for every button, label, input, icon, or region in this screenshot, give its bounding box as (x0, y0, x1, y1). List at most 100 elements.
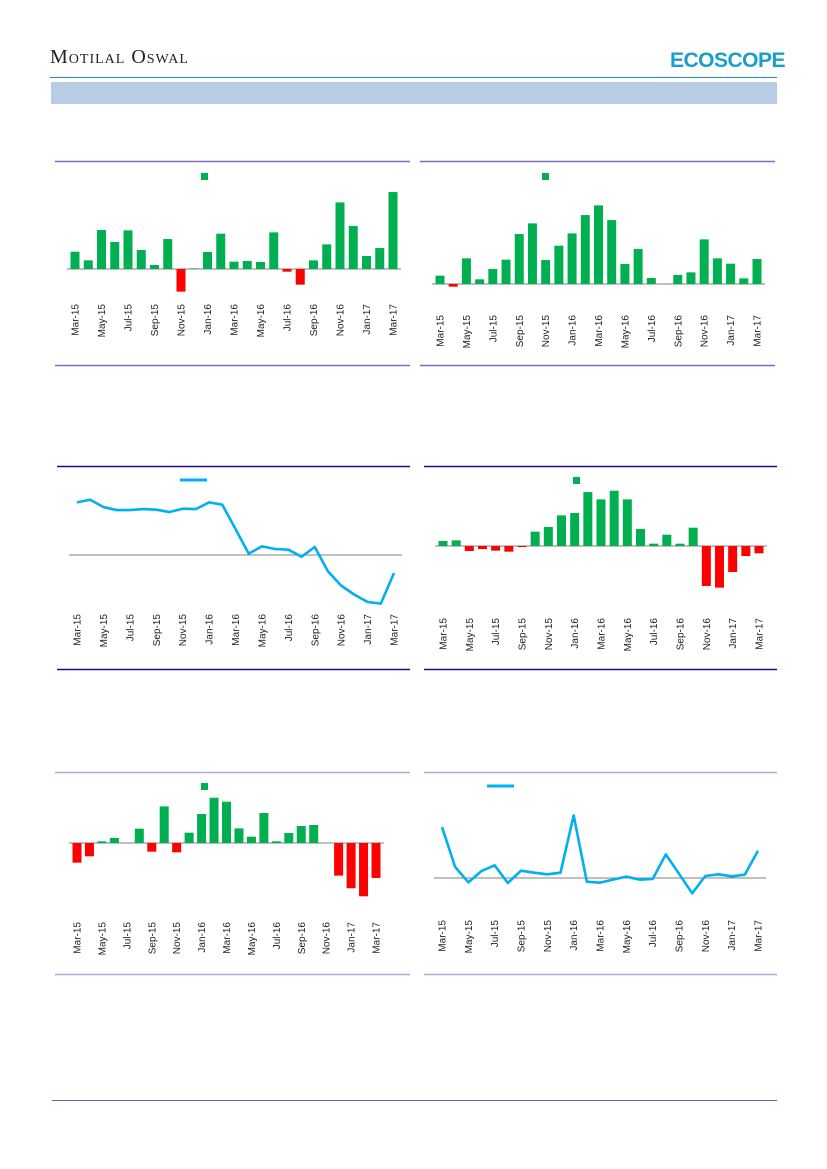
bar-Mar-16 (594, 205, 603, 284)
bar-Sep-15 (150, 265, 159, 269)
bar-Oct-15 (530, 531, 540, 546)
x-tick-label: Jul-16 (272, 922, 283, 950)
x-tick-label: Sep-16 (675, 920, 686, 953)
chart-panel-6: Mar-15 May-15 Jul-15 Sep-15 Nov-15 Jan-16 Mar-… (424, 771, 777, 976)
x-tick-label: Mar-17 (753, 315, 764, 347)
x-tick-label: Sep-15 (150, 304, 161, 337)
bar-Nov-16 (699, 239, 709, 284)
bar-Feb-17 (375, 248, 385, 269)
x-tick-label: Nov-16 (700, 315, 711, 348)
bar-Apr-15 (84, 843, 94, 857)
bar-Mar-17 (371, 843, 381, 878)
bar-Mar-15 (435, 275, 445, 284)
bar-Aug-16 (295, 269, 305, 285)
x-tick-label: Mar-16 (596, 920, 607, 952)
bar-Mar-16 (229, 261, 239, 269)
bar-Aug-16 (284, 833, 294, 843)
bar-Dec-16 (715, 546, 724, 588)
bar-Sep-16 (309, 260, 318, 269)
x-tick-label: Jul-16 (648, 920, 659, 948)
x-tick-label: May-15 (465, 618, 476, 652)
x-tick-label: Nov-15 (543, 920, 554, 953)
x-tick-label: May-16 (247, 922, 258, 956)
bar-Sep-15 (517, 546, 527, 547)
x-tick-label: Nov-16 (337, 614, 348, 647)
x-tick-label: May-15 (464, 920, 475, 954)
bar-Jul-16 (649, 543, 659, 546)
x-tick-label: Jul-16 (284, 614, 295, 642)
bar-Sep-16 (673, 275, 683, 284)
x-tick-label: Sep-16 (673, 315, 684, 348)
x-tick-label: Sep-15 (515, 315, 526, 348)
bar-Mar-15 (438, 541, 448, 546)
x-tick-label: Jan-17 (726, 315, 737, 346)
bar-Dec-15 (557, 515, 566, 546)
x-tick-label: May-16 (620, 315, 631, 349)
chart-panel-3: Mar-15 May-15 Jul-15 Sep-15 Nov-15 Jan-16 Mar-… (57, 465, 410, 671)
x-tick-label: Mar-15 (71, 304, 82, 336)
bar-Nov-15 (176, 269, 186, 292)
x-tick-label: May-16 (256, 304, 267, 338)
bar-Jun-16 (633, 249, 643, 284)
x-tick-label: May-16 (622, 920, 633, 954)
bar-Jan-16 (570, 513, 580, 546)
bar-Jun-15 (478, 546, 487, 549)
x-tick-label: Nov-16 (702, 618, 713, 651)
bar-Jul-16 (646, 278, 656, 284)
bar-Feb-17 (739, 278, 749, 284)
x-tick-label: Nov-16 (701, 920, 712, 953)
x-tick-label: Jul-15 (490, 920, 501, 948)
bar-Mar-17 (752, 259, 762, 284)
legend-marker (573, 477, 580, 484)
bar-Aug-16 (662, 534, 672, 546)
series-line (76, 498, 396, 605)
x-tick-label: May-16 (257, 614, 268, 648)
x-tick-label: Jan-16 (203, 304, 214, 335)
x-tick-label: May-15 (97, 304, 108, 338)
x-tick-label: Nov-15 (177, 304, 188, 337)
bar-Sep-16 (296, 826, 306, 843)
x-tick-label: Sep-16 (676, 618, 687, 651)
chart-svg: Mar-15 May-15 Jul-15 Sep-15 Nov-15 Jan-16 Mar-… (424, 771, 777, 976)
bar-May-15 (97, 841, 107, 843)
x-tick-label: Jul-16 (647, 315, 658, 343)
bar-Jun-15 (109, 838, 119, 843)
x-tick-label: Nov-16 (322, 922, 333, 955)
x-tick-label: Mar-15 (436, 315, 447, 347)
footer-divider (52, 1100, 777, 1101)
x-tick-label: Jan-17 (347, 922, 358, 953)
bar-Jul-15 (488, 269, 498, 284)
x-tick-label: Mar-16 (594, 315, 605, 347)
bar-Jan-16 (567, 233, 577, 284)
bar-Dec-16 (348, 226, 358, 269)
bar-Sep-16 (675, 543, 685, 546)
bar-Nov-16 (701, 546, 711, 586)
chart-svg: Mar-15 May-15 Jul-15 Sep-15 Nov-15 Jan-16 Mar-… (55, 160, 410, 367)
bar-Jan-16 (197, 814, 207, 843)
bar-May-16 (622, 499, 632, 546)
x-tick-label: Sep-15 (147, 922, 158, 955)
bar-Jan-16 (203, 252, 212, 269)
bar-Apr-15 (83, 260, 93, 269)
x-tick-label: Jul-15 (122, 922, 133, 950)
x-tick-label: Jul-15 (124, 304, 135, 332)
x-tick-label: Jan-17 (362, 304, 373, 335)
x-tick-label: Mar-17 (372, 922, 383, 954)
x-tick-label: Nov-15 (178, 614, 189, 647)
legend-marker (201, 783, 208, 790)
bar-Aug-15 (504, 546, 514, 552)
bar-Jul-16 (282, 269, 292, 272)
bar-Feb-16 (209, 797, 219, 843)
x-tick-label: Jul-15 (488, 315, 499, 343)
legend-marker (542, 173, 549, 180)
bar-Dec-15 (184, 832, 194, 843)
bar-May-16 (620, 264, 630, 284)
x-tick-label: Nov-16 (336, 304, 347, 337)
bar-Jul-15 (491, 546, 501, 551)
bar-Jan-17 (362, 256, 371, 269)
bar-Dec-16 (334, 843, 344, 876)
bar-Dec-15 (189, 268, 199, 269)
bar-Aug-15 (136, 250, 146, 269)
chart-panel-1: Mar-15 May-15 Jul-15 Sep-15 Nov-15 Jan-16 Mar-… (55, 160, 410, 367)
bar-Apr-15 (451, 540, 461, 546)
